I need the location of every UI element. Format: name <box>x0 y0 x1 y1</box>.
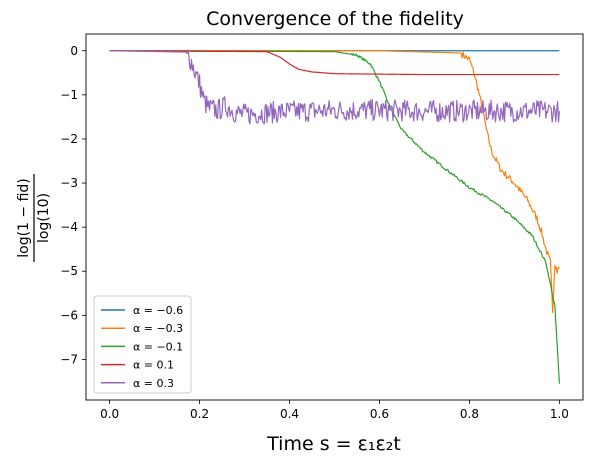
axes-frame <box>85 33 584 401</box>
y-axis-label: log(1 − fid) log(10) <box>16 174 52 262</box>
legend-label: α = −0.3 <box>133 322 183 335</box>
y-tick-label: −4 <box>60 220 78 234</box>
legend-label: α = −0.6 <box>133 304 183 317</box>
legend: α = −0.6 α = −0.3 α = −0.1 α = 0.1 α = 0.3 <box>93 295 192 394</box>
y-axis-ticks: 0 −1 −2 −3 −4 −5 −6 −7 <box>60 44 86 366</box>
x-axis-ticks: 0.0 0.2 0.4 0.6 0.8 1.0 <box>100 400 569 421</box>
y-tick-label: 0 <box>70 44 78 58</box>
y-tick-label: −2 <box>60 132 78 146</box>
y-tick-label: −3 <box>60 176 78 190</box>
series-line-4 <box>109 49 560 125</box>
legend-label: α = 0.3 <box>133 377 174 390</box>
series-lines <box>109 49 560 384</box>
y-tick-label: −6 <box>60 308 78 322</box>
legend-label: α = 0.1 <box>133 359 174 372</box>
y-tick-label: −7 <box>60 352 78 366</box>
x-tick-label: 1.0 <box>550 407 569 421</box>
y-tick-label: −5 <box>60 264 78 278</box>
plot-area <box>85 33 584 401</box>
legend-label: α = −0.1 <box>133 340 183 353</box>
series-line-3 <box>109 50 560 76</box>
x-axis-label: Time s = ε₁ε₂t <box>266 433 401 455</box>
x-tick-label: 0.0 <box>100 407 119 421</box>
y-axis-label-numerator: log(1 − fid) <box>16 178 32 258</box>
chart-title: Convergence of the fidelity <box>206 8 464 30</box>
x-tick-label: 0.6 <box>370 407 389 421</box>
x-tick-label: 0.2 <box>190 407 209 421</box>
x-tick-label: 0.8 <box>460 407 479 421</box>
y-tick-label: −1 <box>60 88 78 102</box>
y-axis-label-denominator: log(10) <box>36 193 52 243</box>
x-tick-label: 0.4 <box>280 407 299 421</box>
legend-box <box>93 295 192 394</box>
